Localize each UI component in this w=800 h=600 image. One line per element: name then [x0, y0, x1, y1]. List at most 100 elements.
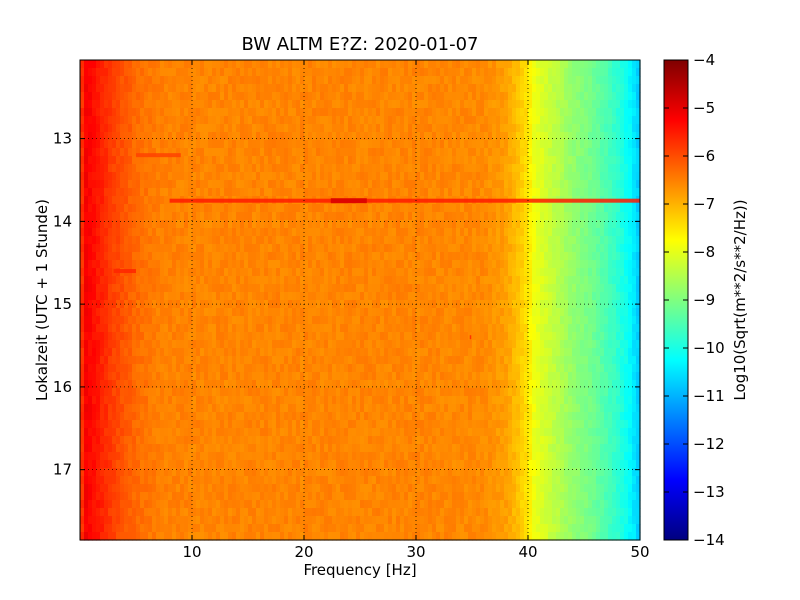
heatmap-cell	[200, 140, 205, 149]
heatmap-cell	[520, 252, 525, 261]
heatmap-cell	[164, 132, 169, 141]
heatmap-cell	[224, 316, 229, 325]
heatmap-cell	[204, 92, 209, 101]
heatmap-cell	[260, 76, 265, 85]
heatmap-cell	[156, 188, 161, 197]
heatmap-cell	[408, 84, 413, 93]
heatmap-cell	[280, 236, 285, 245]
heatmap-cell	[224, 84, 229, 93]
heatmap-cell	[296, 340, 301, 349]
heatmap-cell	[544, 252, 549, 261]
heatmap-cell	[588, 244, 593, 253]
heatmap-cell	[104, 68, 109, 77]
heatmap-cell	[540, 68, 545, 77]
heatmap-cell	[344, 108, 349, 117]
heatmap-cell	[228, 124, 233, 133]
heatmap-cell	[524, 228, 529, 237]
heatmap-cell	[348, 236, 353, 245]
heatmap-cell	[568, 260, 573, 269]
heatmap-cell	[276, 100, 281, 109]
heatmap-cell	[380, 164, 385, 173]
heatmap-cell	[552, 132, 557, 141]
heatmap-cell	[628, 300, 633, 309]
heatmap-cell	[156, 276, 161, 285]
heatmap-cell	[120, 172, 125, 181]
heatmap-cell	[236, 156, 241, 165]
heatmap-cell	[588, 260, 593, 269]
heatmap-cell	[164, 244, 169, 253]
heatmap-cell	[420, 180, 425, 189]
heatmap-cell	[448, 124, 453, 133]
heatmap-cell	[632, 268, 637, 277]
heatmap-cell	[396, 84, 401, 93]
heatmap-cell	[464, 124, 469, 133]
heatmap-cell	[432, 132, 437, 141]
heatmap-cell	[464, 132, 469, 141]
heatmap-cell	[112, 332, 117, 341]
heatmap-cell	[448, 236, 453, 245]
heatmap-cell	[152, 244, 157, 253]
heatmap-cell	[524, 148, 529, 157]
heatmap-cell	[80, 108, 85, 117]
heatmap-cell	[216, 252, 221, 261]
heatmap-cell	[412, 68, 417, 77]
heatmap-cell	[544, 172, 549, 181]
heatmap-cell	[328, 76, 333, 85]
heatmap-cell	[252, 108, 257, 117]
heatmap-cell	[604, 84, 609, 93]
heatmap-cell	[124, 292, 129, 301]
heatmap-cell	[376, 172, 381, 181]
heatmap-cell	[132, 60, 137, 69]
heatmap-cell	[620, 324, 625, 333]
heatmap-cell	[84, 220, 89, 229]
heatmap-cell	[200, 204, 205, 213]
heatmap-cell	[404, 164, 409, 173]
heatmap-cell	[456, 284, 461, 293]
heatmap-cell	[304, 100, 309, 109]
heatmap-cell	[308, 260, 313, 269]
heatmap-cell	[512, 236, 517, 245]
heatmap-cell	[604, 68, 609, 77]
heatmap-cell	[328, 204, 333, 213]
heatmap-cell	[308, 140, 313, 149]
heatmap-cell	[100, 292, 105, 301]
heatmap-cell	[172, 316, 177, 325]
heatmap-cell	[260, 180, 265, 189]
heatmap-cell	[432, 308, 437, 317]
heatmap-cell	[408, 124, 413, 133]
heatmap-cell	[384, 76, 389, 85]
heatmap-cell	[440, 204, 445, 213]
heatmap-cell	[160, 172, 165, 181]
heatmap-cell	[476, 188, 481, 197]
heatmap-cell	[108, 316, 113, 325]
heatmap-cell	[132, 68, 137, 77]
heatmap-cell	[192, 100, 197, 109]
heatmap-cell	[348, 340, 353, 349]
heatmap-cell	[256, 220, 261, 229]
heatmap-cell	[632, 244, 637, 253]
heatmap-cell	[320, 180, 325, 189]
heatmap-cell	[432, 228, 437, 237]
heatmap-cell	[380, 204, 385, 213]
heatmap-cell	[568, 132, 573, 141]
heatmap-cell	[416, 68, 421, 77]
heatmap-cell	[628, 132, 633, 141]
heatmap-cell	[460, 188, 465, 197]
heatmap-cell	[372, 60, 377, 69]
heatmap-cell	[516, 116, 521, 125]
heatmap-cell	[164, 332, 169, 341]
heatmap-cell	[560, 92, 565, 101]
heatmap-cell	[284, 148, 289, 157]
heatmap-cell	[288, 148, 293, 157]
heatmap-cell	[468, 292, 473, 301]
heatmap-cell	[628, 252, 633, 261]
heatmap-cell	[600, 300, 605, 309]
heatmap-cell	[144, 140, 149, 149]
heatmap-cell	[544, 76, 549, 85]
heatmap-cell	[632, 188, 637, 197]
heatmap-cell	[192, 108, 197, 117]
heatmap-cell	[276, 76, 281, 85]
heatmap-cell	[500, 228, 505, 237]
heatmap-cell	[104, 212, 109, 221]
heatmap-cell	[276, 316, 281, 325]
